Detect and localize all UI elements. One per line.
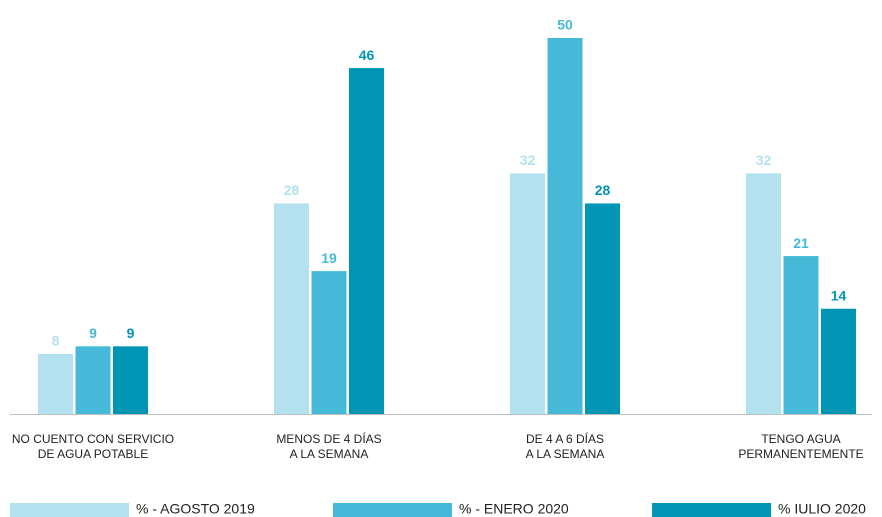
data-label: 28 xyxy=(595,182,611,198)
x-tick-label-line: TENGO AGUA xyxy=(761,432,840,446)
legend-swatch xyxy=(652,503,771,517)
bar xyxy=(821,308,856,414)
x-tick-label: MENOS DE 4 DÍAS A LA SEMANA xyxy=(276,431,381,461)
bar xyxy=(349,68,384,414)
bar xyxy=(585,203,620,414)
x-tick-label-line: A LA SEMANA xyxy=(526,447,605,461)
x-tick-label-line: PERMANENTEMENTE xyxy=(738,447,863,461)
data-label: 14 xyxy=(831,287,847,303)
bar xyxy=(113,346,148,414)
data-label: 46 xyxy=(359,47,375,63)
data-label: 21 xyxy=(793,235,809,251)
legend-label: % - AGOSTO 2019 xyxy=(136,501,255,517)
x-tick-label-line: DE 4 A 6 DÍAS xyxy=(526,431,604,446)
data-label: 9 xyxy=(89,325,97,341)
data-label: 19 xyxy=(321,250,337,266)
x-tick-label-line: A LA SEMANA xyxy=(290,447,369,461)
x-tick-label-line: NO CUENTO CON SERVICIO xyxy=(12,432,174,446)
data-label: 28 xyxy=(284,182,300,198)
data-label: 9 xyxy=(127,325,135,341)
bar xyxy=(311,271,347,414)
bar xyxy=(746,173,781,414)
data-label: 32 xyxy=(756,152,772,168)
bar xyxy=(38,353,73,414)
x-tick-label: DE 4 A 6 DÍAS A LA SEMANA xyxy=(526,431,605,461)
data-label: 50 xyxy=(557,17,573,33)
bar xyxy=(75,346,111,414)
legend-label: % IULIO 2020 xyxy=(778,501,866,517)
x-tick-label: TENGO AGUA PERMANENTEMENTE xyxy=(738,432,863,461)
x-tick-label-line: DE AGUA POTABLE xyxy=(38,447,148,461)
x-tick-label: NO CUENTO CON SERVICIO DE AGUA POTABLE xyxy=(12,432,174,461)
legend-swatch xyxy=(333,503,452,517)
bar xyxy=(547,38,583,414)
bar xyxy=(274,203,309,414)
legend-label: % - ENERO 2020 xyxy=(459,501,569,517)
bar xyxy=(783,256,819,414)
x-tick-label-line: MENOS DE 4 DÍAS xyxy=(276,431,381,446)
data-label: 8 xyxy=(52,333,60,349)
legend-swatch xyxy=(10,503,129,517)
data-label: 32 xyxy=(520,152,536,168)
bar xyxy=(510,173,545,414)
